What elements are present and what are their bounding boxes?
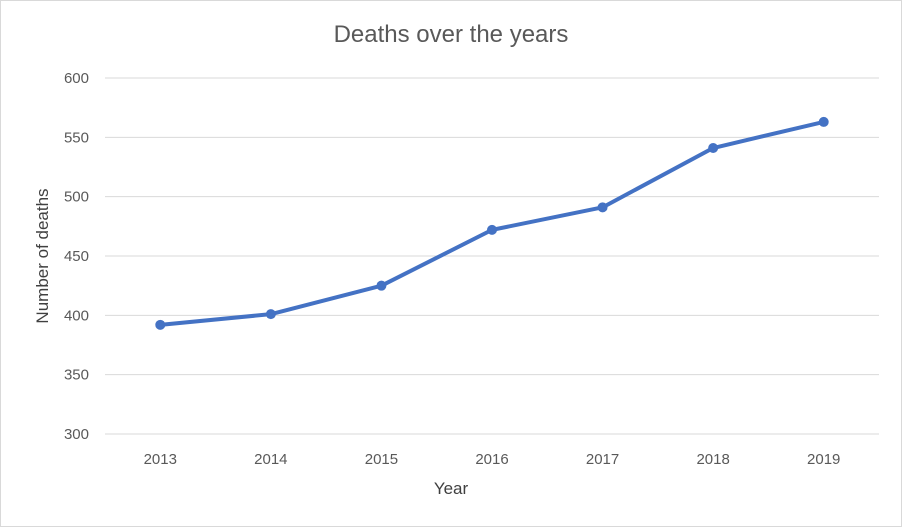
y-tick-label: 350 — [64, 367, 89, 384]
y-tick-label: 500 — [64, 189, 89, 206]
x-tick-label: 2013 — [144, 451, 177, 468]
data-point-2015 — [376, 280, 387, 291]
data-point-2018 — [708, 143, 719, 154]
series-layer — [155, 116, 829, 330]
data-point-2017 — [597, 202, 608, 213]
x-tick-label: 2019 — [807, 451, 840, 468]
data-point-2019 — [818, 116, 829, 127]
y-tick-label: 550 — [64, 129, 89, 146]
y-tick-labels: 300 350 400 450 500 550 600 — [64, 70, 89, 443]
y-tick-label: 300 — [64, 426, 89, 443]
x-tick-label: 2016 — [475, 451, 508, 468]
x-tick-label: 2018 — [696, 451, 729, 468]
x-tick-label: 2017 — [586, 451, 619, 468]
x-tick-label: 2015 — [365, 451, 398, 468]
x-tick-label: 2014 — [254, 451, 287, 468]
data-point-2013 — [155, 319, 166, 330]
series-line — [158, 119, 826, 327]
data-point-2016 — [487, 224, 497, 235]
y-tick-label: 400 — [64, 307, 89, 324]
x-tick-labels: 2013 2014 2015 2016 2017 2018 2019 — [144, 451, 841, 468]
y-tick-label: 450 — [64, 248, 89, 265]
gridlines — [105, 77, 879, 435]
y-tick-label: 600 — [64, 70, 89, 87]
chart-title: Deaths over the years — [333, 21, 569, 48]
data-point-2014 — [265, 309, 276, 320]
x-axis-label: Year — [433, 479, 469, 498]
